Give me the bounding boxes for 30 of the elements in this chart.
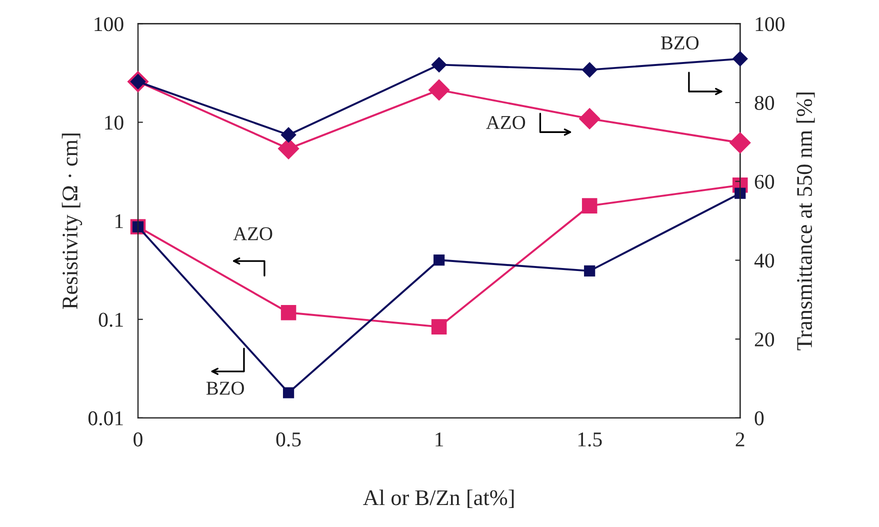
y-tick-label: 0.1 bbox=[98, 312, 123, 327]
y-axis-title: Resistivity [Ω · cm] bbox=[62, 134, 82, 309]
x-tick-label: 1.5 bbox=[578, 432, 602, 447]
y2-tick-label: 60 bbox=[754, 174, 774, 189]
y2-tick-label: 40 bbox=[754, 254, 774, 268]
point bbox=[280, 305, 296, 320]
y2-tick-label: 100 bbox=[756, 17, 784, 32]
y2-tick-label: 80 bbox=[754, 96, 774, 110]
point bbox=[582, 198, 598, 214]
annotation: AZO bbox=[486, 116, 526, 130]
point bbox=[584, 265, 596, 276]
x-tick-label: 0 bbox=[134, 432, 142, 446]
y-tick-label: 100 bbox=[94, 17, 124, 32]
y-tick-label: 1 bbox=[116, 214, 123, 228]
y2-axis-title: Transmittance at 550 nm [%] bbox=[796, 92, 815, 350]
point bbox=[434, 254, 445, 266]
point bbox=[282, 387, 294, 398]
x-axis-title: Al or B/Zn [at%] bbox=[363, 490, 514, 508]
annotation: BZO bbox=[206, 382, 244, 395]
y-tick-label: 10 bbox=[105, 116, 124, 130]
annotation: BZO bbox=[661, 36, 699, 50]
annotation: AZO bbox=[233, 227, 272, 240]
point bbox=[431, 319, 447, 334]
x-tick-label: 2 bbox=[736, 432, 744, 446]
y-tick-label: 0.01 bbox=[88, 411, 123, 426]
x-tick-label: 1 bbox=[436, 432, 444, 446]
y2-tick-label: 20 bbox=[754, 332, 774, 347]
x-tick-label: 0.5 bbox=[276, 432, 301, 447]
y2-tick-label: 0 bbox=[754, 411, 764, 426]
point bbox=[734, 188, 746, 199]
